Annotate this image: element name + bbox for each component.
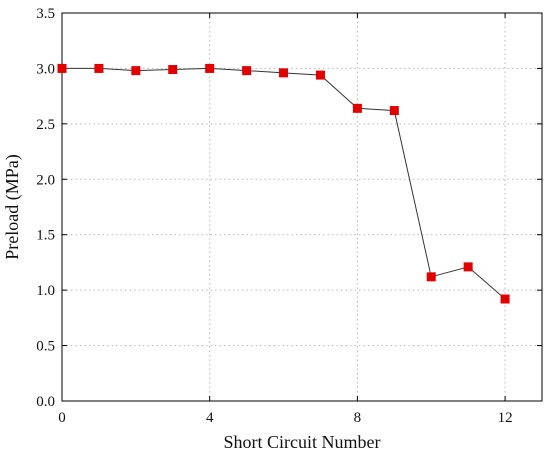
y-tick-label: 2.5 <box>36 117 55 133</box>
y-tick-label: 3.0 <box>36 61 55 77</box>
series-line <box>62 67 506 300</box>
axis-tick-labels: 0.0 0.5 1.0 1.5 2.0 2.5 3.0 3.5 0 4 8 12 <box>36 6 512 426</box>
data-point <box>500 294 510 304</box>
x-tick-label: 0 <box>58 410 66 426</box>
data-point <box>426 272 436 282</box>
data-point <box>94 63 104 73</box>
y-axis-label: Preload (MPa) <box>2 154 23 259</box>
data-point <box>205 63 215 73</box>
axis-ticks <box>61 12 542 402</box>
x-axis-label: Short Circuit Number <box>224 432 381 452</box>
x-tick-label: 12 <box>498 410 513 426</box>
y-tick-label: 3.5 <box>36 6 55 22</box>
y-tick-label: 1.0 <box>36 283 55 299</box>
plot-frame <box>61 12 543 402</box>
data-point <box>463 262 473 272</box>
x-tick-label: 4 <box>206 410 214 426</box>
data-point <box>168 65 178 75</box>
data-point <box>315 70 325 80</box>
data-point <box>242 66 252 76</box>
series-preload <box>57 63 510 304</box>
data-point <box>352 103 362 113</box>
data-point <box>131 66 141 76</box>
y-tick-label: 2.0 <box>36 172 55 188</box>
data-point <box>389 106 399 116</box>
data-point <box>279 68 289 78</box>
x-tick-label: 8 <box>354 410 362 426</box>
data-point <box>57 63 67 73</box>
grid <box>62 13 542 401</box>
y-tick-label: 0.0 <box>36 394 55 410</box>
y-tick-label: 0.5 <box>36 339 55 355</box>
y-tick-label: 1.5 <box>36 228 55 244</box>
